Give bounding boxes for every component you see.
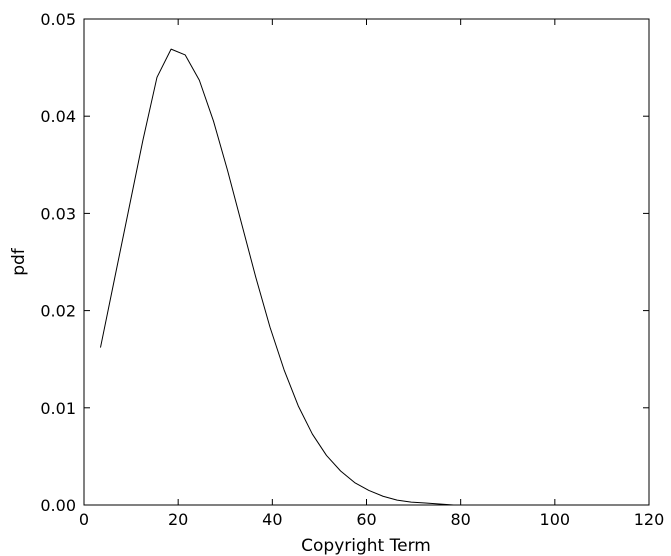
series-line-0 <box>99 48 468 506</box>
y-tick-label: 0.03 <box>40 204 76 223</box>
y-tick-label: 0.04 <box>40 107 76 126</box>
y-tick-label: 0.01 <box>40 399 76 418</box>
plot-frame <box>83 18 650 506</box>
x-tick-label: 0 <box>79 510 89 529</box>
x-tick-label: 80 <box>450 510 470 529</box>
x-axis-title: Copyright Term <box>301 536 431 556</box>
y-tick-labels: 0.00 0.01 0.02 0.03 0.04 0.05 <box>40 10 76 515</box>
x-tick-label: 60 <box>356 510 376 529</box>
x-tick-label: 40 <box>262 510 282 529</box>
y-tick-label: 0.05 <box>40 10 76 29</box>
x-tick-label: 120 <box>634 510 665 529</box>
series-lines <box>99 48 468 506</box>
x-tick-labels: 0 20 40 60 80 100 120 <box>79 510 664 529</box>
y-tick-label: 0.02 <box>40 302 76 321</box>
x-tick-label: 20 <box>168 510 188 529</box>
tick-marks <box>83 18 650 506</box>
y-tick-label: 0.00 <box>40 496 76 515</box>
y-axis-title: pdf <box>9 247 29 276</box>
x-tick-label: 100 <box>540 510 571 529</box>
